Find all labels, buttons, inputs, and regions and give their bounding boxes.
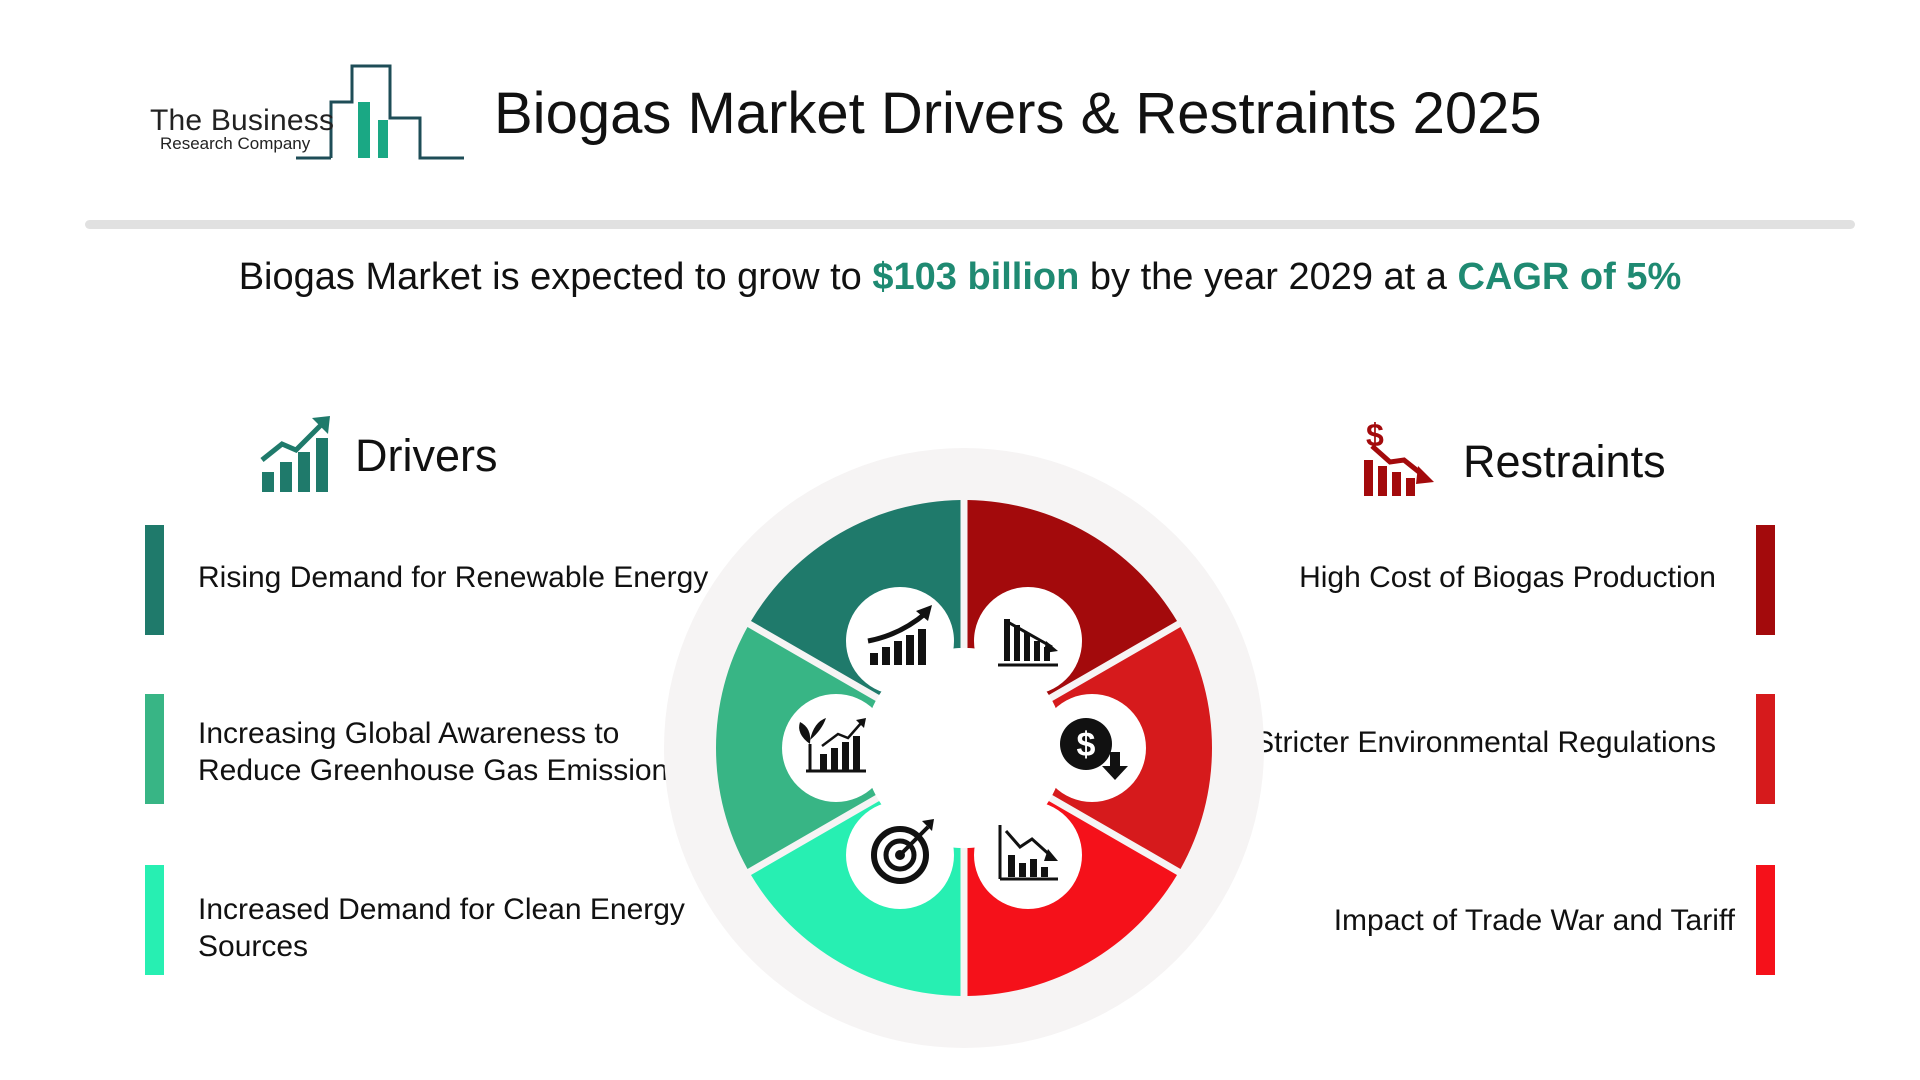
drivers-heading: Drivers [355,430,498,481]
restraint-item-3: Impact of Trade War and Tariff [1333,904,1735,937]
restraint-bar-2 [1756,694,1775,804]
logo-text-main: The Business [150,104,335,137]
dollar-down-icon: $ [1038,694,1146,802]
target-icon [846,801,954,909]
growth-chart-icon [846,587,954,695]
restraint-bar-1 [1756,525,1775,635]
cagr-value: CAGR of 5% [1457,256,1682,298]
logo-buildings-icon [296,64,464,160]
declining-bars-icon [974,587,1082,695]
page-title: Biogas Market Drivers & Restraints 2025 [494,81,1542,146]
drivers-restraints-wheel: $ [664,448,1264,1048]
summary-middle: by the year 2029 at a [1079,256,1458,298]
header-divider [85,220,1855,229]
summary-prefix: Biogas Market is expected to grow to [238,256,873,298]
driver-bar-1 [145,525,164,635]
logo-text-sub: Research Company [160,134,311,153]
driver-item-3: Increased Demand for Clean Energy Source… [198,893,685,963]
market-value: $103 billion [872,256,1080,298]
restraint-item-2: Stricter Environmental Regulations [1254,726,1716,759]
plant-growth-chart-icon [782,694,890,802]
restraint-item-1: High Cost of Biogas Production [1299,561,1716,594]
restraints-heading: Restraints [1463,436,1666,487]
dollar-decline-chart-icon: $ [1364,417,1434,496]
svg-text:$: $ [1366,417,1384,453]
wheel-center [864,648,1064,848]
market-summary: Biogas Market is expected to grow to $10… [0,256,1920,299]
driver-bar-3 [145,865,164,975]
declining-chart-icon [974,801,1082,909]
svg-text:$: $ [1077,726,1096,764]
driver-item-1: Rising Demand for Renewable Energy [198,561,709,594]
driver-item-2: Increasing Global Awareness to Reduce Gr… [198,717,684,787]
company-logo: The Business Research Company [146,62,466,162]
growth-chart-icon [260,416,330,492]
restraint-bar-3 [1756,865,1775,975]
driver-bar-2 [145,694,164,804]
